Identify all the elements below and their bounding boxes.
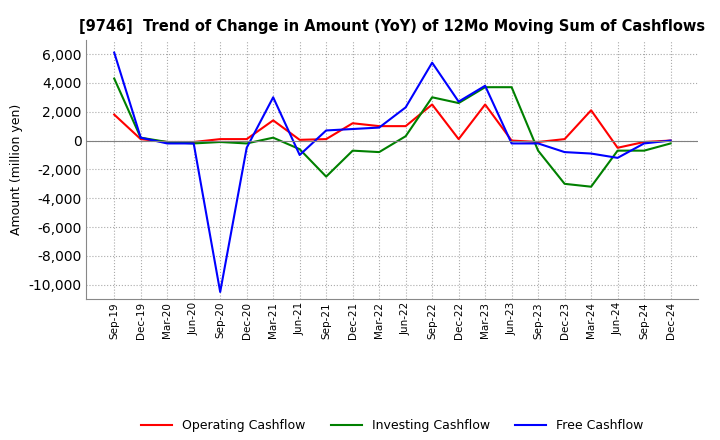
Operating Cashflow: [640, 139, 649, 145]
Legend: Operating Cashflow, Investing Cashflow, Free Cashflow: Operating Cashflow, Investing Cashflow, …: [136, 414, 649, 437]
Operating Cashflow: [322, 136, 330, 142]
Investing Cashflow: [216, 139, 225, 145]
Free Cashflow: [640, 141, 649, 146]
Free Cashflow: [136, 135, 145, 140]
Operating Cashflow: [508, 138, 516, 143]
Investing Cashflow: [454, 100, 463, 106]
Free Cashflow: [216, 290, 225, 295]
Free Cashflow: [269, 95, 277, 100]
Free Cashflow: [401, 105, 410, 110]
Investing Cashflow: [348, 148, 357, 153]
Investing Cashflow: [189, 141, 198, 146]
Investing Cashflow: [613, 148, 622, 153]
Line: Free Cashflow: Free Cashflow: [114, 52, 670, 292]
Operating Cashflow: [481, 102, 490, 107]
Free Cashflow: [243, 145, 251, 150]
Free Cashflow: [508, 141, 516, 146]
Investing Cashflow: [136, 135, 145, 140]
Free Cashflow: [481, 83, 490, 88]
Free Cashflow: [163, 141, 171, 146]
Free Cashflow: [110, 50, 119, 55]
Free Cashflow: [428, 60, 436, 65]
Investing Cashflow: [428, 95, 436, 100]
Line: Investing Cashflow: Investing Cashflow: [114, 78, 670, 187]
Operating Cashflow: [216, 136, 225, 142]
Operating Cashflow: [401, 124, 410, 129]
Investing Cashflow: [587, 184, 595, 189]
Operating Cashflow: [269, 118, 277, 123]
Operating Cashflow: [534, 139, 542, 145]
Operating Cashflow: [375, 124, 384, 129]
Free Cashflow: [454, 99, 463, 104]
Investing Cashflow: [163, 139, 171, 145]
Free Cashflow: [322, 128, 330, 133]
Operating Cashflow: [295, 137, 304, 143]
Free Cashflow: [189, 141, 198, 146]
Investing Cashflow: [243, 141, 251, 146]
Investing Cashflow: [508, 84, 516, 90]
Investing Cashflow: [560, 181, 569, 187]
Free Cashflow: [613, 155, 622, 161]
Operating Cashflow: [454, 136, 463, 142]
Operating Cashflow: [136, 136, 145, 142]
Operating Cashflow: [348, 121, 357, 126]
Investing Cashflow: [534, 148, 542, 153]
Operating Cashflow: [163, 139, 171, 145]
Y-axis label: Amount (million yen): Amount (million yen): [10, 104, 23, 235]
Operating Cashflow: [110, 112, 119, 117]
Operating Cashflow: [428, 102, 436, 107]
Operating Cashflow: [560, 136, 569, 142]
Investing Cashflow: [322, 174, 330, 179]
Operating Cashflow: [587, 108, 595, 113]
Title: [9746]  Trend of Change in Amount (YoY) of 12Mo Moving Sum of Cashflows: [9746] Trend of Change in Amount (YoY) o…: [79, 19, 706, 34]
Investing Cashflow: [269, 135, 277, 140]
Investing Cashflow: [666, 141, 675, 146]
Operating Cashflow: [243, 136, 251, 142]
Investing Cashflow: [375, 150, 384, 155]
Free Cashflow: [560, 150, 569, 155]
Investing Cashflow: [401, 134, 410, 139]
Investing Cashflow: [110, 76, 119, 81]
Free Cashflow: [666, 138, 675, 143]
Line: Operating Cashflow: Operating Cashflow: [114, 104, 670, 148]
Free Cashflow: [534, 141, 542, 146]
Operating Cashflow: [613, 145, 622, 150]
Investing Cashflow: [295, 147, 304, 152]
Operating Cashflow: [666, 138, 675, 143]
Free Cashflow: [375, 125, 384, 130]
Free Cashflow: [295, 152, 304, 158]
Investing Cashflow: [481, 84, 490, 90]
Operating Cashflow: [189, 139, 198, 145]
Investing Cashflow: [640, 148, 649, 153]
Free Cashflow: [348, 126, 357, 132]
Free Cashflow: [587, 151, 595, 156]
